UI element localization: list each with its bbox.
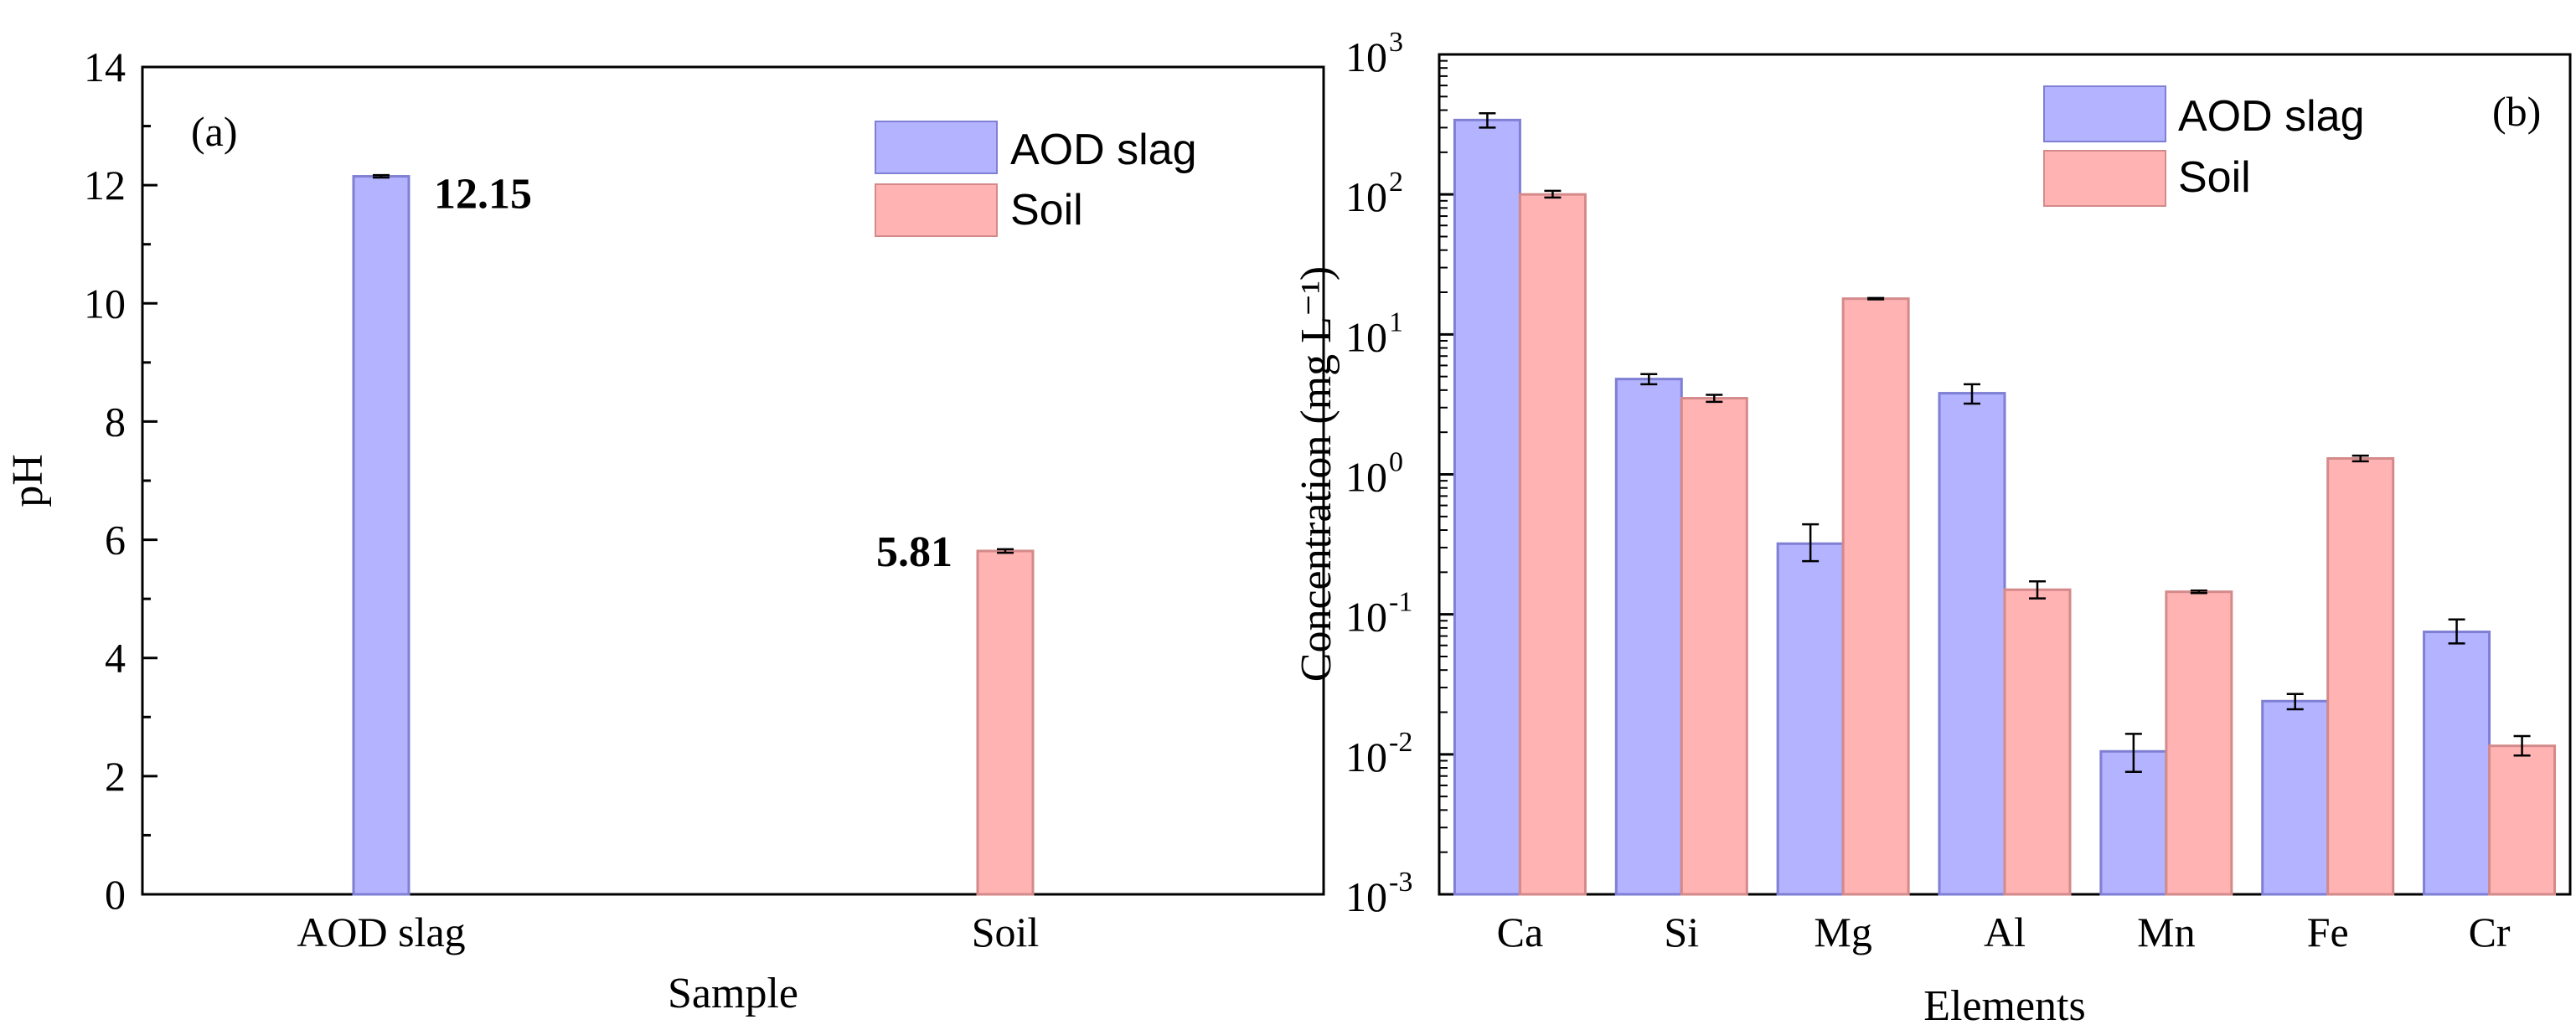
panel-b-label: (b): [2492, 88, 2541, 135]
panel-a-x-axis-title: Sample: [668, 970, 798, 1017]
x-tick-label-mn: Mn: [2137, 909, 2195, 955]
panel-b-x-axis-title: Elements: [1923, 982, 2086, 1030]
x-tick-label-soil: Soil: [972, 909, 1040, 955]
bar-cr-soil: [2488, 744, 2557, 896]
panel-a-label: (a): [191, 108, 238, 155]
bar-mg-aod-slag: [1776, 542, 1845, 896]
y-tick-exponent: 3: [1389, 27, 1403, 58]
bar-fe-aod-slag: [2261, 699, 2330, 896]
bar-ca-soil: [1518, 193, 1587, 896]
y-tick-exponent: 2: [1389, 167, 1403, 198]
y-tick-label: 10: [1345, 594, 1387, 641]
panel-a-legend-swatch-soil: [875, 183, 998, 237]
bar-mn-soil: [2165, 590, 2233, 896]
y-tick-label: 10: [84, 280, 126, 327]
x-tick-label-cr: Cr: [2469, 909, 2511, 955]
y-tick-label: 4: [105, 635, 126, 682]
panel-b-y-axis-title: Concentration (mg L⁻¹): [1293, 266, 1340, 682]
panel-a-x-axis: AOD slag Soil: [297, 879, 1039, 955]
bar-aod-slag: [352, 175, 410, 896]
value-label-soil: 5.81: [876, 528, 952, 576]
y-tick-exponent: 1: [1389, 306, 1403, 337]
y-tick-label: 8: [105, 398, 126, 445]
y-tick-label: 14: [84, 44, 126, 90]
panel-b-legend: AOD slag Soil: [2043, 85, 2365, 207]
x-tick-label-fe: Fe: [2307, 909, 2349, 955]
panel-b-legend-label-soil: Soil: [2178, 153, 2251, 202]
panel-b-bars: [1453, 111, 2557, 896]
bar-al-aod-slag: [1938, 392, 2006, 896]
bar-si-aod-slag: [1614, 378, 1683, 896]
bar-fe-soil: [2326, 456, 2395, 896]
y-tick-exponent: 0: [1389, 447, 1403, 478]
y-tick-label: 10: [1345, 734, 1387, 780]
y-tick-label: 10: [1345, 873, 1387, 920]
x-tick-label-aod-slag: AOD slag: [297, 909, 465, 955]
panel-a-legend-label-aod-slag: AOD slag: [1010, 126, 1197, 174]
bar-al-soil: [2003, 588, 2072, 896]
panel-a-legend: AOD slag Soil: [875, 121, 1197, 237]
y-tick-label: 10: [1345, 313, 1387, 360]
bar-soil: [976, 549, 1035, 896]
value-label-aod-slag: 12.15: [434, 171, 532, 219]
panel-b-legend-swatch-aod-slag: [2043, 85, 2166, 142]
y-tick-exponent: -2: [1389, 727, 1412, 758]
y-tick-label: 10: [1345, 454, 1387, 501]
y-tick-exponent: -1: [1389, 587, 1412, 618]
panel-a-y-axis: 0 2 4 6 8 10 12 14: [84, 44, 157, 918]
bar-mg-soil: [1841, 297, 1910, 896]
bar-si-soil: [1680, 397, 1748, 896]
x-tick-label-mg: Mg: [1814, 909, 1871, 955]
bar-cr-aod-slag: [2423, 631, 2491, 896]
panel-b-legend-swatch-soil: [2043, 150, 2166, 207]
y-tick-label: 6: [105, 517, 126, 564]
panel-a-plot-frame: [141, 65, 1325, 896]
x-tick-label-al: Al: [1984, 909, 2026, 955]
panel-b-legend-label-aod-slag: AOD slag: [2178, 92, 2365, 141]
panel-a-legend-label-soil: Soil: [1010, 186, 1083, 234]
panel-a-chart: 0 2 4 6 8 10 12 14 AOD slag Soil 12.15 5.81 (a) S…: [4, 44, 1325, 1017]
panel-a-y-axis-title: pH: [4, 454, 52, 507]
y-tick-exponent: -3: [1389, 867, 1412, 898]
y-tick-label: 10: [1345, 173, 1387, 220]
panel-a-bars: 12.15 5.81: [352, 171, 1035, 896]
y-tick-label: 0: [105, 871, 126, 918]
bar-ca-aod-slag: [1453, 118, 1521, 896]
y-tick-label: 10: [1345, 33, 1387, 80]
panel-a-legend-swatch-aod-slag: [875, 121, 998, 174]
x-tick-label-si: Si: [1664, 909, 1699, 955]
y-tick-label: 2: [105, 753, 126, 800]
y-tick-label: 12: [84, 162, 126, 209]
x-tick-label-ca: Ca: [1497, 909, 1544, 955]
